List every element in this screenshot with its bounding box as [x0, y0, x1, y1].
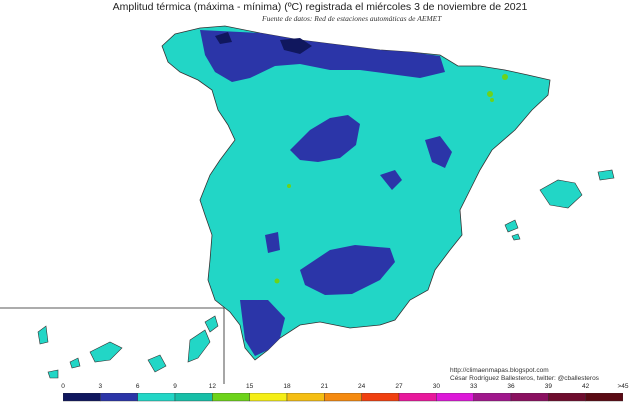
peninsula-shape	[161, 25, 551, 361]
low-amplitude-zones	[200, 30, 452, 356]
legend-swatch	[100, 393, 138, 402]
map-title: Amplitud térmica (máxima - mínima) (ºC) …	[112, 1, 528, 13]
legend-color-bar	[63, 393, 623, 402]
ibiza-island	[504, 219, 519, 233]
formentera-island	[511, 233, 521, 241]
menorca-island	[597, 169, 615, 181]
legend-swatch	[63, 393, 101, 402]
canary-island-fuerteventura	[187, 329, 211, 363]
canary-island-la-palma	[37, 325, 49, 345]
legend-tick-label: 42	[582, 383, 590, 390]
legend-swatch	[324, 393, 362, 402]
legend-tick-label: 39	[544, 383, 552, 390]
legend-swatch	[585, 393, 623, 402]
mallorca-island	[539, 179, 583, 209]
legend-swatch	[361, 393, 400, 402]
legend-tick-label: 33	[470, 383, 478, 390]
legend-swatch	[398, 393, 437, 402]
legend-tick-label: >45	[617, 383, 629, 390]
credits-url: http://climaenmapas.blogspot.com	[450, 367, 549, 374]
high-amplitude-spots	[274, 74, 508, 284]
legend-tick-label: 12	[208, 383, 216, 390]
legend-tick-label: 21	[320, 383, 328, 390]
legend-swatch	[212, 393, 250, 402]
legend-tick-label: 6	[135, 383, 140, 390]
map-subtitle: Fuente de datos: Red de estaciones autom…	[262, 14, 442, 23]
canary-island-lanzarote	[204, 315, 219, 333]
legend-swatch	[137, 393, 176, 402]
canary-island-tenerife	[89, 341, 123, 363]
legend-tick-label: 18	[283, 383, 291, 390]
legend-swatch	[249, 393, 288, 402]
canary-inset-frame	[0, 307, 225, 384]
legend-tick-label: 0	[61, 383, 65, 390]
lowest-amplitude-zones	[215, 32, 312, 54]
legend-swatch	[548, 393, 586, 402]
canary-island-la-gomera	[69, 357, 81, 369]
legend-tick-label: 15	[246, 383, 254, 390]
credits-author: César Rodríguez Ballesteros, twitter: @c…	[450, 375, 599, 382]
legend-tick-label: 24	[358, 383, 366, 390]
legend-tick-label: 36	[507, 383, 515, 390]
legend-swatch	[510, 393, 549, 402]
canary-island-el-hierro	[47, 369, 59, 379]
legend-swatch	[286, 393, 325, 402]
legend-swatch	[436, 393, 474, 402]
legend-swatch	[473, 393, 512, 402]
legend-swatch	[174, 393, 213, 402]
legend-tick-label: 30	[432, 383, 440, 390]
legend-tick-label: 27	[395, 383, 403, 390]
legend-tick-label: 9	[173, 383, 177, 390]
legend-tick-label: 3	[98, 383, 103, 390]
canary-island-gran-canaria	[147, 354, 167, 373]
